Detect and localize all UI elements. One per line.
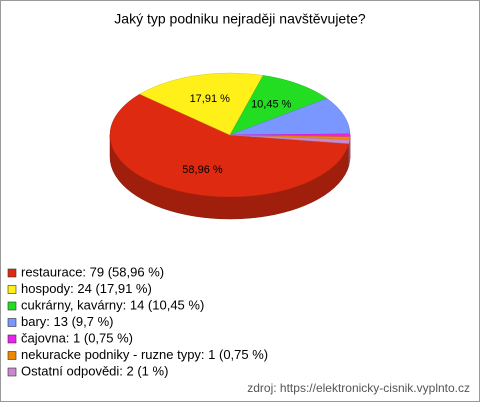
legend-label: restaurace: 79 (58,96 %): [21, 264, 164, 279]
legend-swatch: [8, 286, 16, 294]
slice-label: 58,96 %: [182, 164, 223, 176]
chart-title: Jaký typ podniku nejraději navštěvujete?: [114, 11, 366, 27]
legend-swatch: [8, 302, 16, 310]
slice-label: 17,91 %: [190, 93, 231, 105]
slice-label: 10,45 %: [251, 98, 292, 110]
legend-swatch: [8, 352, 16, 360]
legend-label: cukrárny, kavárny: 14 (10,45 %): [21, 297, 204, 312]
legend-label: hospody: 24 (17,91 %): [21, 281, 152, 296]
legend-label: nekuracke podniky - ruzne typy: 1 (0,75 …: [21, 347, 268, 362]
legend-swatch: [8, 269, 16, 277]
legend-label: čajovna: 1 (0,75 %): [21, 330, 133, 345]
legend-swatch: [8, 335, 16, 343]
legend-label: Ostatní odpovědi: 2 (1 %): [21, 363, 168, 378]
legend-label: bary: 13 (9,7 %): [21, 314, 114, 329]
source: zdroj: https://elektronicky-cisnik.vypln…: [247, 381, 470, 395]
legend-swatch: [8, 319, 16, 327]
legend-swatch: [8, 368, 16, 376]
